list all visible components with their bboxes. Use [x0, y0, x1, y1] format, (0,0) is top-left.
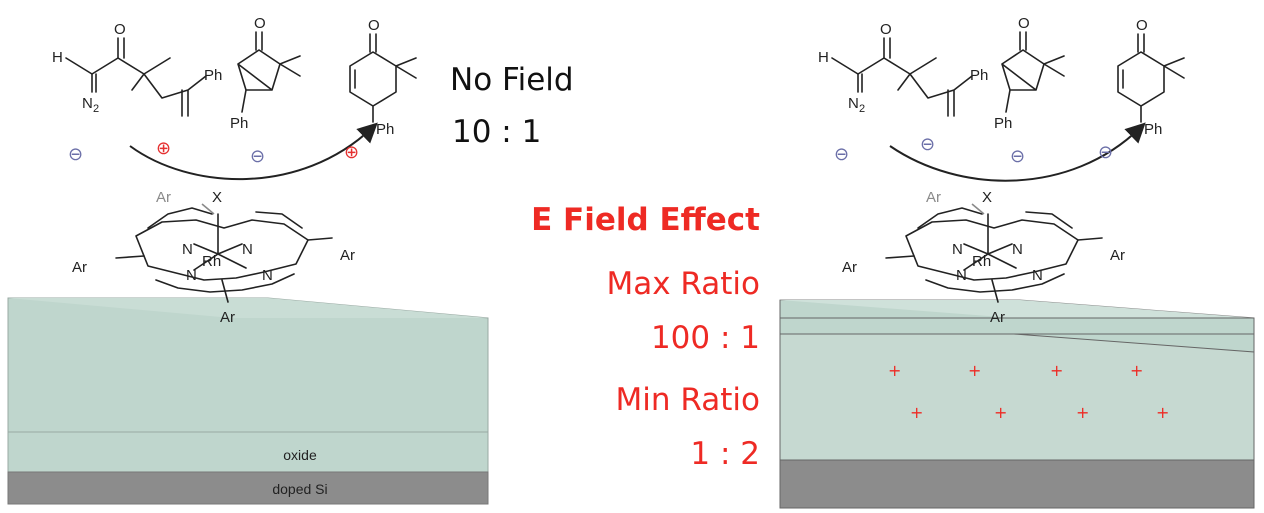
min-ratio-value: 1 : 2 — [690, 436, 760, 472]
n-label: N — [242, 241, 253, 258]
field-charge-icon: + — [910, 403, 923, 422]
max-ratio-label: Max Ratio — [606, 266, 760, 302]
n-label: N — [262, 267, 273, 284]
ar-label-grey: Ar — [156, 189, 171, 206]
n2-label: N — [848, 95, 859, 112]
center-panel: E Field Effect Max Ratio 100 : 1 Min Rat… — [531, 202, 760, 472]
n2-subscript: 2 — [859, 103, 865, 115]
x-ligand-label: X — [212, 189, 222, 206]
reaction-arrow — [129, 122, 378, 181]
no-field-ratio: 10 : 1 — [452, 114, 541, 150]
negative-charge-icon: ⊖ — [68, 144, 83, 165]
rh-label: Rh — [972, 253, 991, 270]
field-charge-icon: + — [1156, 403, 1169, 422]
positive-charge-icon: ⊕ — [156, 138, 171, 159]
right-substrate: + + + + + + + + — [779, 299, 1255, 509]
field-charge-icon: + — [888, 361, 901, 380]
n-label: N — [1032, 267, 1043, 284]
right-panel: + + + + + + + + Ar X N N Rh N N Ar Ar Ar… — [779, 15, 1255, 509]
o-label: O — [114, 21, 126, 38]
n-label: N — [1012, 241, 1023, 258]
o-label: O — [1018, 15, 1030, 32]
field-charge-icon: + — [968, 361, 981, 380]
n-label: N — [952, 241, 963, 258]
left-rh-porphyrin: Ar X N N Rh N N Ar Ar Ar — [72, 189, 355, 326]
n2-subscript: 2 — [93, 103, 99, 115]
negative-charge-icon: ⊖ — [1010, 146, 1025, 167]
o-label: O — [1136, 17, 1148, 34]
ar-label-grey: Ar — [926, 189, 941, 206]
positive-charge-icon: ⊕ — [344, 142, 359, 163]
right-rh-porphyrin: Ar X N N Rh N N Ar Ar Ar — [842, 189, 1125, 326]
ph-label: Ph — [994, 115, 1012, 132]
h-label: H — [818, 49, 829, 66]
left-substrate: oxide doped Si — [7, 297, 489, 505]
n-label: N — [186, 267, 197, 284]
right-diazo-ketone: H O N 2 Ph — [818, 21, 988, 117]
no-field-heading: No Field — [450, 62, 574, 98]
field-charge-icon: + — [1076, 403, 1089, 422]
silicon-layer — [7, 471, 489, 505]
rh-label: Rh — [202, 253, 221, 270]
negative-charge-icon: ⊖ — [920, 134, 935, 155]
o-label: O — [880, 21, 892, 38]
x-ligand-label: X — [982, 189, 992, 206]
min-ratio-label: Min Ratio — [616, 382, 760, 418]
ph-label: Ph — [204, 67, 222, 84]
left-cyclohexenone: O Ph — [349, 17, 417, 138]
n-label: N — [182, 241, 193, 258]
ar-label: Ar — [72, 259, 87, 276]
oxide-label: oxide — [283, 447, 317, 463]
reaction-arrow — [889, 122, 1146, 182]
e-field-heading: E Field Effect — [531, 202, 760, 238]
n2-label: N — [82, 95, 93, 112]
right-cyclohexenone: O Ph — [1117, 17, 1185, 138]
n-label: N — [956, 267, 967, 284]
ph-label: Ph — [376, 121, 394, 138]
h-label: H — [52, 49, 63, 66]
left-panel: oxide doped Si Ar X N N Rh N N Ar Ar Ar … — [7, 15, 574, 505]
ph-label: Ph — [1144, 121, 1162, 138]
ar-label: Ar — [340, 247, 355, 264]
negative-charge-icon: ⊖ — [1098, 142, 1113, 163]
max-ratio-value: 100 : 1 — [651, 320, 760, 356]
ar-label: Ar — [1110, 247, 1125, 264]
o-label: O — [254, 15, 266, 32]
ar-label: Ar — [990, 309, 1005, 326]
ph-label: Ph — [230, 115, 248, 132]
oxide-layer — [7, 431, 489, 473]
o-label: O — [368, 17, 380, 34]
field-charge-icon: + — [994, 403, 1007, 422]
left-diazo-ketone: H O N 2 Ph — [52, 21, 222, 117]
negative-charge-icon: ⊖ — [250, 146, 265, 167]
negative-charge-icon: ⊖ — [834, 144, 849, 165]
ph-label: Ph — [970, 67, 988, 84]
left-bicyclic-ketone: O Ph — [230, 15, 301, 132]
field-charge-icon: + — [1050, 361, 1063, 380]
doped-si-label: doped Si — [272, 481, 327, 497]
silicon-layer — [779, 459, 1255, 509]
ar-label: Ar — [842, 259, 857, 276]
ar-label: Ar — [220, 309, 235, 326]
field-charge-icon: + — [1130, 361, 1143, 380]
right-bicyclic-ketone: O Ph — [994, 15, 1065, 132]
